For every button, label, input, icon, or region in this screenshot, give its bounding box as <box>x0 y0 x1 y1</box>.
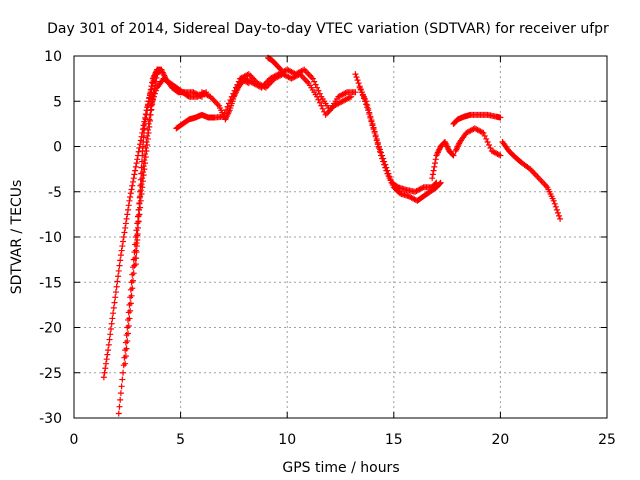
series-recovery <box>429 138 457 182</box>
chart-title: Day 301 of 2014, Sidereal Day-to-day VTE… <box>47 21 609 37</box>
y-tick-label: -5 <box>48 185 62 201</box>
plot-frame <box>73 55 608 419</box>
y-axis-label: SDTVAR / TECUs <box>9 180 25 295</box>
x-tick-label: 25 <box>598 432 616 448</box>
y-tick-label: 0 <box>53 140 62 156</box>
point-markers <box>100 89 154 381</box>
x-tick-label: 0 <box>70 432 79 448</box>
point-markers <box>450 111 504 127</box>
x-tick-label: 20 <box>491 432 509 448</box>
series-evening <box>450 111 504 127</box>
y-tick-label: 10 <box>44 49 62 65</box>
series-evening-decline <box>499 138 564 222</box>
series-morning-peak-2 <box>147 75 210 109</box>
y-tick-label: -20 <box>39 321 62 337</box>
y-tick-label: 5 <box>53 94 62 110</box>
point-markers <box>265 54 284 73</box>
point-markers <box>237 71 355 118</box>
point-markers <box>429 138 457 182</box>
series-recovery-2 <box>452 125 504 159</box>
series-rise-a <box>100 89 154 381</box>
y-tick-label: -15 <box>39 275 62 291</box>
point-markers <box>499 138 564 222</box>
x-axis-label: GPS time / hours <box>282 460 399 476</box>
data-points <box>100 54 564 417</box>
y-tick-label: -25 <box>39 366 62 382</box>
x-tick-label: 10 <box>278 432 296 448</box>
y-tick-label: -30 <box>39 411 62 427</box>
x-tick-label: 5 <box>176 432 185 448</box>
series-noon-peak <box>265 54 284 73</box>
series-afternoon-drop-2 <box>356 84 440 195</box>
y-tick-label: -10 <box>39 230 62 246</box>
point-markers <box>356 84 440 195</box>
point-markers <box>452 125 504 159</box>
series-noon-b <box>237 71 355 118</box>
x-tick-label: 15 <box>385 432 403 448</box>
point-markers <box>147 75 210 109</box>
